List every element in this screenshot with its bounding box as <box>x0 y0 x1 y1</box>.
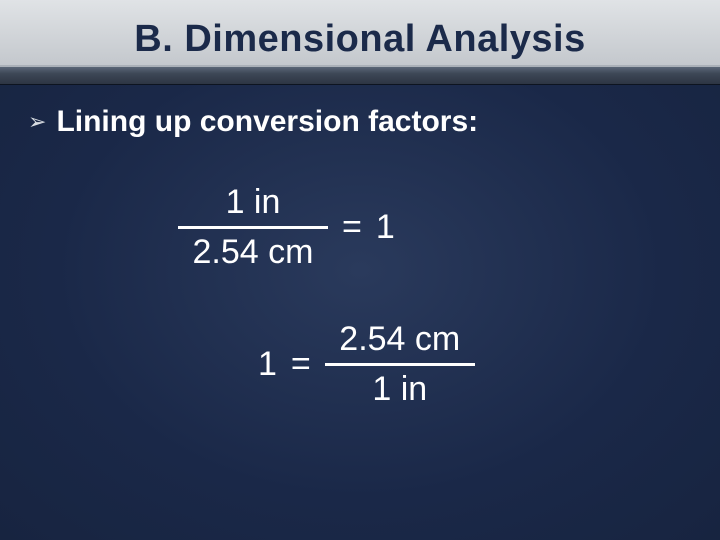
fraction-1-numerator: 1 in <box>226 183 281 222</box>
title-banner: B. Dimensional Analysis <box>0 0 720 65</box>
bullet-arrow-icon: ➢ <box>28 111 46 133</box>
fraction-2: 2.54 cm 1 in <box>325 320 475 409</box>
fraction-1-equals: = <box>342 208 362 247</box>
fraction-row-1: 1 in 2.54 cm = 1 <box>178 183 692 272</box>
fraction-1: 1 in 2.54 cm <box>178 183 328 272</box>
banner-divider-bar <box>0 65 720 85</box>
fraction-row-2: 1 = 2.54 cm 1 in <box>258 320 692 409</box>
fraction-2-lhs: 1 <box>258 345 277 384</box>
fractions-area: 1 in 2.54 cm = 1 1 = 2.54 cm 1 in <box>28 183 692 409</box>
slide-title: B. Dimensional Analysis <box>0 18 720 61</box>
fraction-1-denominator: 2.54 cm <box>193 233 314 272</box>
fraction-2-denominator: 1 in <box>372 370 427 409</box>
fraction-2-bar <box>325 363 475 366</box>
fraction-1-bar <box>178 226 328 229</box>
content-area: ➢ Lining up conversion factors: 1 in 2.5… <box>0 85 720 409</box>
fraction-2-equals: = <box>291 345 311 384</box>
bullet-text: Lining up conversion factors: <box>56 105 478 139</box>
fraction-2-numerator: 2.54 cm <box>339 320 460 359</box>
bullet-line: ➢ Lining up conversion factors: <box>28 105 692 139</box>
fraction-1-rhs: 1 <box>376 208 395 247</box>
